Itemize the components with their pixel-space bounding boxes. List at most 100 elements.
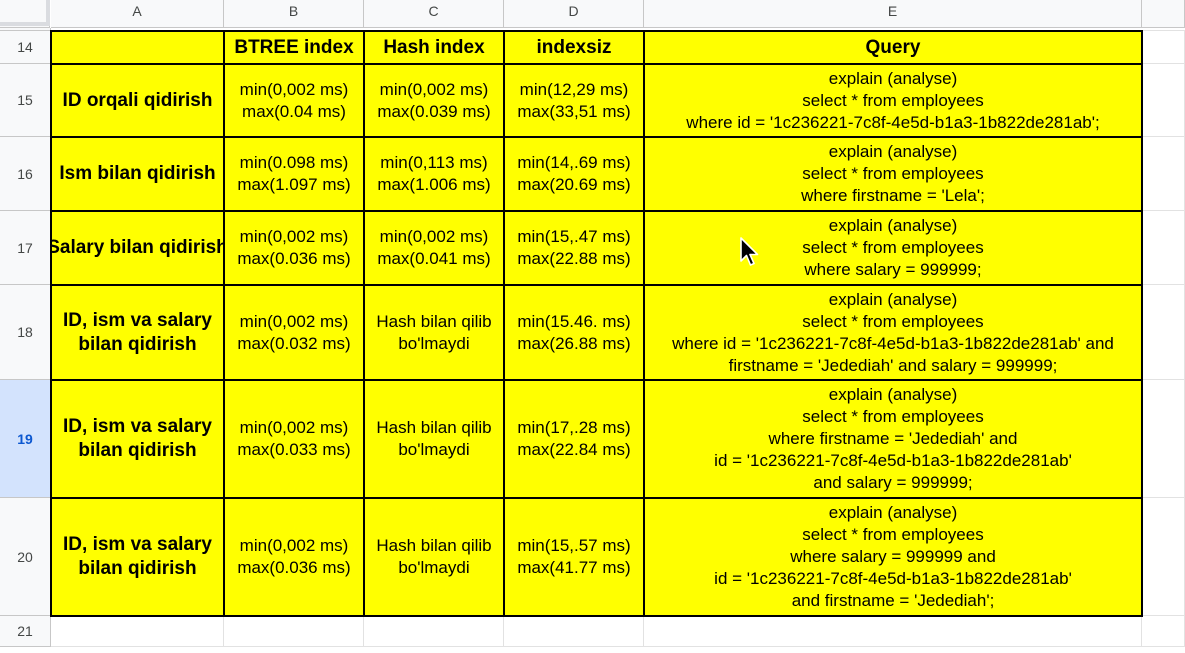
cell-b17[interactable]: min(0,002 ms) max(0.036 ms) bbox=[224, 211, 364, 285]
empty-cell[interactable] bbox=[1142, 380, 1185, 498]
cell-a18-text: ID, ism va salary bilan qidirish bbox=[63, 309, 212, 357]
cell-text-line: where firstname = 'Lela'; bbox=[801, 186, 985, 205]
cell-text-line: min(0,002 ms) bbox=[239, 418, 349, 437]
cell-e19[interactable]: explain (analyse) select * from employees… bbox=[644, 380, 1142, 498]
cell-d17[interactable]: min(15,.47 ms) max(22.88 ms) bbox=[504, 211, 644, 285]
cell-text-line: bilan qidirish bbox=[78, 333, 197, 355]
header-cell-a[interactable] bbox=[51, 31, 224, 64]
cell-e17[interactable]: explain (analyse) select * from employees… bbox=[644, 211, 1142, 285]
table-border-vertical bbox=[223, 31, 225, 617]
header-label: Hash index bbox=[383, 36, 485, 58]
row-header-20[interactable]: 20 bbox=[0, 498, 51, 616]
empty-cell[interactable] bbox=[224, 616, 364, 647]
column-header-e[interactable]: E bbox=[644, 0, 1142, 28]
cell-e18[interactable]: explain (analyse) select * from employees… bbox=[644, 285, 1142, 380]
cell-text-line: max(0.041 ms) bbox=[377, 249, 491, 268]
empty-cell[interactable] bbox=[1142, 64, 1185, 137]
cell-text-line: min(0,002 ms) bbox=[379, 227, 489, 246]
empty-cell[interactable] bbox=[1142, 211, 1185, 285]
column-header-d[interactable]: D bbox=[504, 0, 644, 28]
empty-cell[interactable] bbox=[1142, 137, 1185, 211]
empty-cell[interactable] bbox=[504, 616, 644, 647]
table-border-vertical bbox=[50, 31, 52, 617]
cell-e15[interactable]: explain (analyse) select * from employees… bbox=[644, 64, 1142, 137]
row-header-18[interactable]: 18 bbox=[0, 285, 51, 380]
table-border-horizontal bbox=[50, 497, 1143, 499]
cell-e16[interactable]: explain (analyse) select * from employees… bbox=[644, 137, 1142, 211]
cell-b19[interactable]: min(0,002 ms) max(0.033 ms) bbox=[224, 380, 364, 498]
cell-e20[interactable]: explain (analyse) select * from employees… bbox=[644, 498, 1142, 616]
cell-text-line: min(15,.47 ms) bbox=[517, 227, 631, 246]
cell-text-line: max(41.77 ms) bbox=[517, 558, 631, 577]
row-header-19[interactable]: 19 bbox=[0, 380, 51, 498]
cell-d19[interactable]: min(17,.28 ms) max(22.84 ms) bbox=[504, 380, 644, 498]
empty-cell[interactable] bbox=[1142, 285, 1185, 380]
header-cell-b[interactable]: BTREE index bbox=[224, 31, 364, 64]
cell-text-line: ID orqali qidirish bbox=[62, 89, 213, 111]
header-cell-e[interactable]: Query bbox=[644, 31, 1142, 64]
cell-text-line: min(12,29 ms) bbox=[519, 79, 629, 99]
column-header-a[interactable]: A bbox=[51, 0, 224, 28]
cell-text-line: min(15.46. ms) bbox=[517, 311, 631, 331]
cell-c15[interactable]: min(0,002 ms) max(0.039 ms) bbox=[364, 64, 504, 137]
cell-a16[interactable]: Ism bilan qidirish bbox=[51, 137, 224, 211]
cell-d16-text: min(14,.69 ms) max(20.69 ms) bbox=[517, 152, 630, 196]
empty-cell[interactable] bbox=[1142, 498, 1185, 616]
cell-b18[interactable]: min(0,002 ms) max(0.032 ms) bbox=[224, 285, 364, 380]
row-header-14[interactable]: 14 bbox=[0, 31, 51, 64]
row-header-17[interactable]: 17 bbox=[0, 211, 51, 285]
row-header-15[interactable]: 15 bbox=[0, 64, 51, 137]
empty-cell[interactable] bbox=[51, 616, 224, 647]
cell-c17[interactable]: min(0,002 ms) max(0.041 ms) bbox=[364, 211, 504, 285]
cell-b16[interactable]: min(0.098 ms) max(1.097 ms) bbox=[224, 137, 364, 211]
cell-text-line: bilan qidirish bbox=[78, 440, 197, 461]
cell-a17[interactable]: Salary bilan qidirish bbox=[51, 211, 224, 285]
cell-text-line: bilan qidirish bbox=[78, 558, 197, 579]
cell-text-line: ID, ism va salary bbox=[63, 534, 212, 555]
cell-text-line: select * from employees bbox=[802, 407, 984, 426]
cell-a18[interactable]: ID, ism va salary bilan qidirish bbox=[51, 285, 224, 380]
cell-b20[interactable]: min(0,002 ms) max(0.036 ms) bbox=[224, 498, 364, 616]
cell-c16[interactable]: min(0,113 ms) max(1.006 ms) bbox=[364, 137, 504, 211]
header-label: BTREE index bbox=[234, 36, 354, 58]
header-cell-d[interactable]: indexsiz bbox=[504, 31, 644, 64]
cell-d20[interactable]: min(15,.57 ms) max(41.77 ms) bbox=[504, 498, 644, 616]
header-cell-c[interactable]: Hash index bbox=[364, 31, 504, 64]
row-header-gap bbox=[0, 28, 51, 31]
cell-c19-text: Hash bilan qilib bo'lmaydi bbox=[376, 417, 491, 461]
cell-text-line: and firstname = 'Jedediah'; bbox=[791, 591, 995, 610]
mouse-pointer-icon bbox=[740, 237, 759, 266]
cell-a20[interactable]: ID, ism va salary bilan qidirish bbox=[51, 498, 224, 616]
cell-text-line: min(0,113 ms) bbox=[380, 153, 488, 172]
table-border-vertical bbox=[363, 31, 365, 617]
cell-text-line: where id = '1c236221-7c8f-4e5d-b1a3-1b82… bbox=[672, 333, 1114, 353]
cell-text-line: max(0.04 ms) bbox=[242, 101, 346, 121]
empty-cell[interactable] bbox=[364, 616, 504, 647]
cell-b18-text: min(0,002 ms) max(0.032 ms) bbox=[237, 311, 350, 355]
row-header-16[interactable]: 16 bbox=[0, 137, 51, 211]
empty-cell[interactable] bbox=[1142, 31, 1185, 64]
cell-c20[interactable]: Hash bilan qilib bo'lmaydi bbox=[364, 498, 504, 616]
empty-cell[interactable] bbox=[644, 616, 1142, 647]
cell-d16[interactable]: min(14,.69 ms) max(20.69 ms) bbox=[504, 137, 644, 211]
cell-a17-text: Salary bilan qidirish bbox=[51, 236, 224, 260]
column-header-c[interactable]: C bbox=[364, 0, 504, 28]
cell-d15[interactable]: min(12,29 ms) max(33,51 ms) bbox=[504, 64, 644, 137]
select-all-corner[interactable] bbox=[0, 0, 50, 28]
cell-a15[interactable]: ID orqali qidirish bbox=[51, 64, 224, 137]
table-border-horizontal bbox=[50, 136, 1143, 138]
cell-d18[interactable]: min(15.46. ms) max(26.88 ms) bbox=[504, 285, 644, 380]
cell-c18[interactable]: Hash bilan qilib bo'lmaydi bbox=[364, 285, 504, 380]
row-header-21[interactable]: 21 bbox=[0, 616, 51, 647]
cell-text-line: max(20.69 ms) bbox=[517, 175, 631, 194]
column-header-b[interactable]: B bbox=[224, 0, 364, 28]
cell-text-line: min(0,002 ms) bbox=[239, 227, 349, 246]
cell-text-line: where firstname = 'Jedediah' and bbox=[768, 429, 1018, 448]
cell-a19[interactable]: ID, ism va salary bilan qidirish bbox=[51, 380, 224, 498]
empty-cell[interactable] bbox=[1142, 616, 1185, 647]
column-header-f[interactable] bbox=[1142, 0, 1185, 28]
cell-e18-text: explain (analyse) select * from employees… bbox=[672, 289, 1114, 377]
cell-d15-text: min(12,29 ms) max(33,51 ms) bbox=[517, 79, 630, 123]
cell-b15[interactable]: min(0,002 ms) max(0.04 ms) bbox=[224, 64, 364, 137]
cell-c19[interactable]: Hash bilan qilib bo'lmaydi bbox=[364, 380, 504, 498]
